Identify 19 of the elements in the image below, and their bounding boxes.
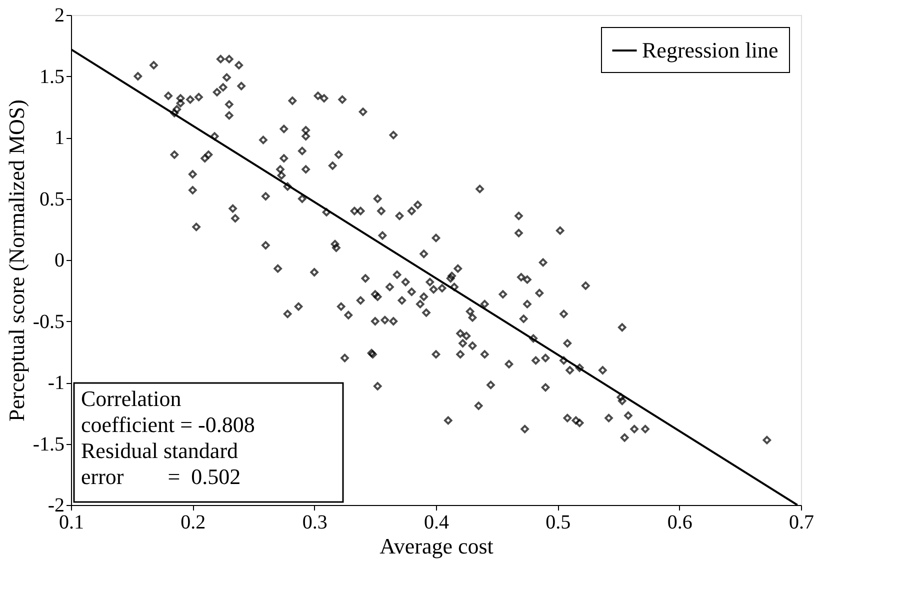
y-tick-label: -1 <box>48 372 64 394</box>
y-tick-label: 0 <box>54 250 64 272</box>
y-tick-label: 0.5 <box>40 188 64 210</box>
x-axis-title: Average cost <box>380 534 494 558</box>
annotation: Residual standard error = 0.502 <box>81 438 241 489</box>
y-tick-label: -1.5 <box>32 433 64 456</box>
y-tick-label: 1 <box>54 127 64 149</box>
y-tick-label: 2 <box>54 4 64 26</box>
x-tick-label: 0.5 <box>546 512 571 534</box>
legend-label: Regression line <box>642 38 778 62</box>
annotation: Correlation coefficient = -0.808 <box>81 386 255 437</box>
x-tick-label: 0.3 <box>302 512 328 534</box>
x-tick-label: 0.6 <box>667 512 692 534</box>
x-tick-label: 0.4 <box>424 512 449 534</box>
x-tick-label: 0.2 <box>180 512 206 534</box>
x-tick-label: 0.7 <box>789 512 814 534</box>
y-axis-title: Perceptual score (Normalized MOS) <box>4 100 29 422</box>
y-tick-label: -0.5 <box>32 310 64 333</box>
y-tick-label: 1.5 <box>40 66 64 88</box>
